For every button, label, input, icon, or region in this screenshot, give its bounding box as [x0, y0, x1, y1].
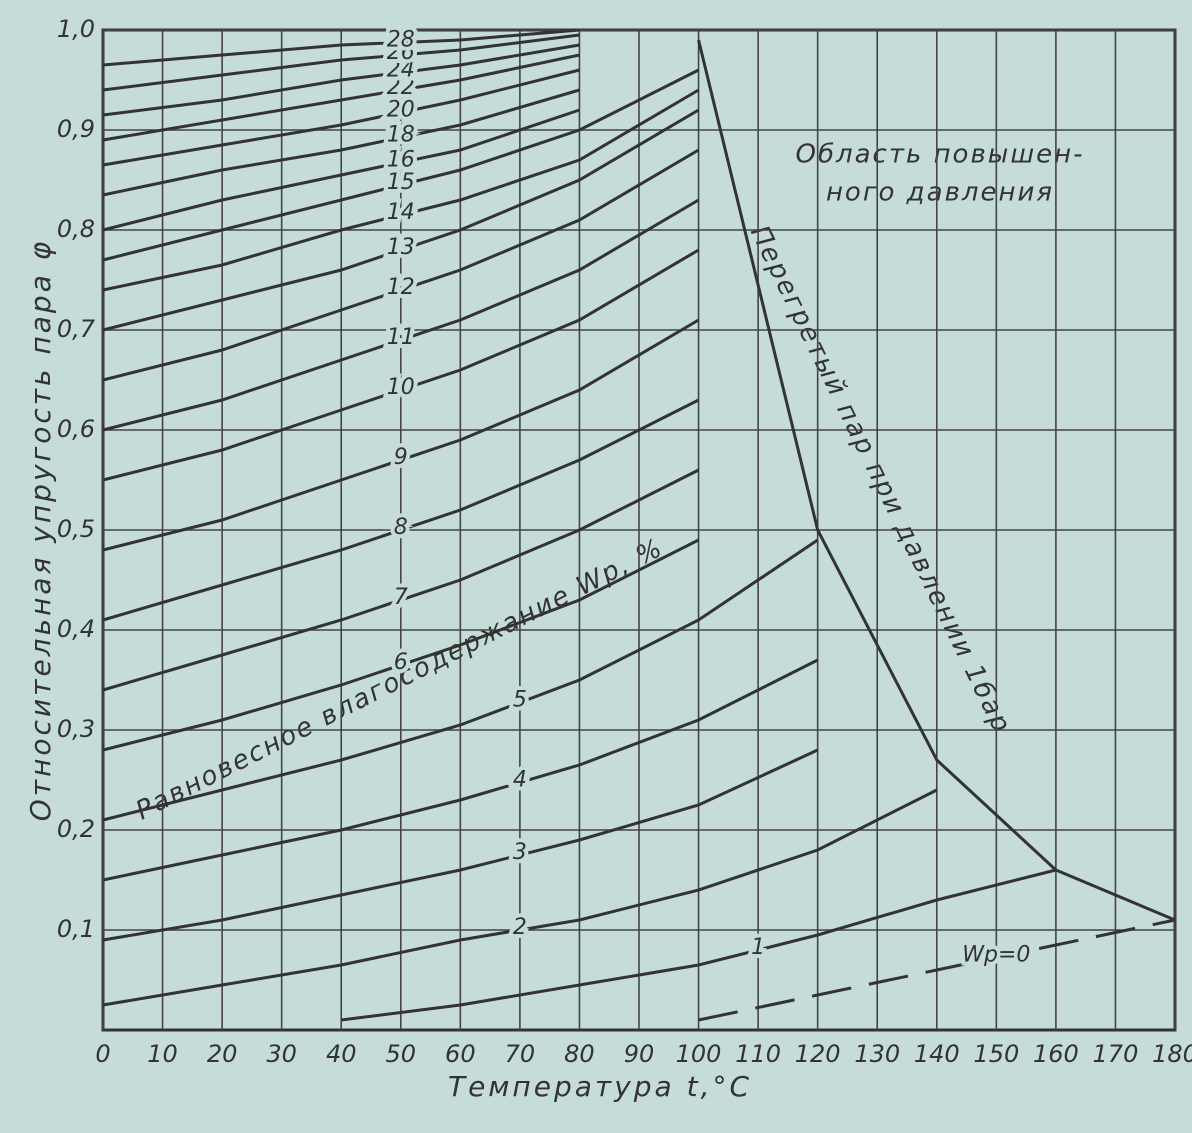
annotation: Равновесное влагосодержание Wp, % [131, 533, 668, 827]
y-tick-label: 0,7 [57, 315, 96, 343]
series-line [102, 53, 580, 142]
x-tick-label: 160 [1033, 1040, 1079, 1068]
y-axis-label: Относительная упругость пара φ [24, 239, 57, 821]
annotation: Область повышен- [795, 140, 1084, 170]
x-tick-label: 90 [624, 1040, 655, 1068]
x-tick-label: 20 [207, 1040, 238, 1068]
series-line [341, 868, 1057, 1022]
series-label: 15 [387, 170, 415, 195]
series-label: Wp=0 [962, 943, 1030, 968]
x-tick-label: 140 [914, 1040, 960, 1068]
y-tick-label: 0,1 [57, 915, 95, 943]
series-line [102, 28, 580, 67]
series-line [102, 538, 819, 822]
series-line [102, 468, 700, 692]
x-tick-label: 110 [735, 1040, 781, 1068]
x-tick-label: 120 [795, 1040, 841, 1068]
series-label: 20 [387, 98, 415, 123]
series-label: 12 [387, 275, 415, 300]
series-line [102, 43, 580, 117]
x-tick-label: 170 [1093, 1040, 1139, 1068]
series-label: 18 [387, 123, 415, 148]
series-label: 11 [387, 325, 415, 350]
series-label: 5 [513, 688, 527, 713]
y-tick-label: 0,8 [57, 215, 95, 243]
y-tick-label: 0,9 [57, 115, 95, 143]
y-tick-label: 0,3 [57, 715, 95, 743]
series-label: 9 [394, 445, 408, 470]
series-label: 3 [513, 840, 527, 865]
series-line [102, 788, 938, 1007]
series-line [102, 248, 700, 482]
series-line [102, 148, 700, 382]
x-tick-label: 80 [564, 1040, 595, 1068]
series-label: 13 [387, 235, 415, 260]
annotation: ного давления [826, 178, 1054, 208]
x-tick-label: 130 [854, 1040, 900, 1068]
series-line [698, 918, 1176, 1022]
series-line [102, 108, 580, 232]
series-label: 14 [387, 200, 415, 225]
x-axis-label: Температура t,°C [448, 1070, 752, 1103]
series-line [102, 658, 819, 882]
y-tick-label: 0,4 [57, 615, 95, 643]
series-line [102, 68, 580, 167]
y-tick-label: 1,0 [57, 15, 95, 43]
series-line [102, 33, 580, 92]
series-label: 2 [513, 915, 527, 940]
x-tick-label: 0 [95, 1040, 110, 1068]
series-line [102, 68, 700, 262]
series-line [102, 318, 700, 552]
x-tick-label: 70 [505, 1040, 536, 1068]
series-label: 22 [387, 75, 415, 100]
series-label: 10 [387, 375, 415, 400]
x-tick-label: 60 [445, 1040, 476, 1068]
series-label: 24 [387, 58, 415, 83]
x-tick-label: 150 [973, 1040, 1019, 1068]
y-tick-label: 0,2 [57, 815, 95, 843]
x-tick-label: 40 [326, 1040, 357, 1068]
series-label: 4 [513, 768, 527, 793]
annotation: Перегретый пар при давлении 1бар [744, 221, 1017, 739]
series-label: 7 [394, 585, 408, 610]
x-tick-label: 50 [386, 1040, 417, 1068]
series-line [102, 748, 819, 942]
series-line [102, 108, 700, 332]
series-line [102, 88, 700, 292]
x-tick-label: 100 [676, 1040, 722, 1068]
series-line [102, 398, 700, 622]
x-tick-label: 180 [1152, 1040, 1192, 1068]
series-line [102, 198, 700, 432]
y-tick-label: 0,6 [57, 415, 95, 443]
series-label: 8 [394, 515, 408, 540]
series-line [102, 538, 700, 752]
series-label: 28 [387, 28, 415, 53]
series-line [102, 88, 580, 197]
x-tick-label: 10 [147, 1040, 178, 1068]
y-tick-label: 0,5 [57, 515, 95, 543]
series-label: 6 [394, 650, 408, 675]
series-line [697, 39, 1176, 922]
series-label: 1 [751, 935, 765, 960]
series-label: 16 [387, 148, 415, 173]
x-tick-label: 30 [266, 1040, 297, 1068]
